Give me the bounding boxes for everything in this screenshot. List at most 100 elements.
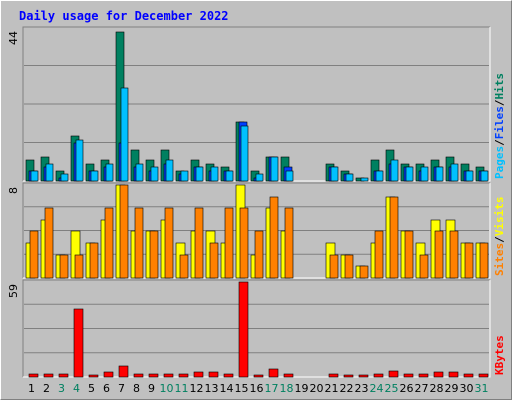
bar-sites-day-22 xyxy=(344,254,354,279)
bar-kbytes-day-4 xyxy=(73,308,84,378)
bar-pages-day-30 xyxy=(465,170,474,182)
bar-sites-day-15 xyxy=(239,207,249,279)
panel-visits-sites-side-label: Sites/Visits xyxy=(493,197,506,277)
bar-pages-day-10 xyxy=(165,159,174,182)
x-tick-label-day-30: 30 xyxy=(460,382,474,395)
x-tick-label-day-16: 16 xyxy=(250,382,264,395)
side-label-part: Files xyxy=(493,106,506,139)
bar-sites-day-12 xyxy=(194,207,204,279)
bar-sites-day-9 xyxy=(149,230,159,279)
bar-kbytes-day-11 xyxy=(178,373,189,378)
x-tick-label-day-15: 15 xyxy=(235,382,249,395)
x-tick-label-day-2: 2 xyxy=(43,382,50,395)
bar-kbytes-day-24 xyxy=(373,373,384,378)
bar-kbytes-day-7 xyxy=(118,365,129,378)
bar-sites-day-3 xyxy=(59,254,69,279)
bar-sites-day-1 xyxy=(29,230,39,279)
bar-kbytes-day-12 xyxy=(193,371,204,378)
x-tick-label-day-22: 22 xyxy=(340,382,354,395)
bar-pages-day-13 xyxy=(210,166,219,182)
bar-sites-day-5 xyxy=(89,242,99,279)
panel-visits-sites-max-label: 8 xyxy=(7,187,20,194)
x-tick-label-day-7: 7 xyxy=(118,382,125,395)
bar-kbytes-day-16 xyxy=(253,374,264,378)
bar-kbytes-day-14 xyxy=(223,373,234,378)
bar-pages-day-8 xyxy=(135,163,144,182)
side-label-part: Sites xyxy=(493,243,506,276)
x-tick-label-day-20: 20 xyxy=(310,382,324,395)
bar-kbytes-day-25 xyxy=(388,370,399,378)
bar-kbytes-day-6 xyxy=(103,371,114,378)
bar-kbytes-day-8 xyxy=(133,373,144,378)
bar-sites-day-30 xyxy=(464,242,474,279)
side-label-part: KBytes xyxy=(493,335,506,375)
x-tick-label-day-23: 23 xyxy=(355,382,369,395)
bar-sites-day-23 xyxy=(359,265,369,279)
bar-kbytes-day-2 xyxy=(43,373,54,378)
bar-sites-day-4 xyxy=(74,254,84,279)
bar-kbytes-day-3 xyxy=(58,373,69,378)
x-tick-label-day-11: 11 xyxy=(175,382,189,395)
bar-pages-day-31 xyxy=(480,170,489,182)
x-tick-label-day-3: 3 xyxy=(58,382,65,395)
bar-pages-day-6 xyxy=(105,163,114,182)
side-label-part: Hits xyxy=(493,73,506,100)
bar-pages-day-23 xyxy=(360,177,369,182)
bar-kbytes-day-27 xyxy=(418,373,429,378)
x-tick-label-day-10: 10 xyxy=(160,382,174,395)
bar-pages-day-28 xyxy=(435,166,444,182)
bar-pages-day-3 xyxy=(60,173,69,182)
bar-kbytes-day-13 xyxy=(208,371,219,378)
bar-sites-day-14 xyxy=(224,207,234,279)
bar-pages-day-25 xyxy=(390,159,399,182)
x-tick-label-day-1: 1 xyxy=(28,382,35,395)
bar-sites-day-8 xyxy=(134,207,144,279)
bar-pages-day-2 xyxy=(45,163,54,182)
x-tick-label-day-18: 18 xyxy=(280,382,294,395)
bar-pages-day-1 xyxy=(30,170,39,182)
panel-pages-files-hits-border-dark xyxy=(22,26,490,181)
x-tick-label-day-21: 21 xyxy=(325,382,339,395)
side-label-separator: / xyxy=(493,99,506,106)
side-label-separator: / xyxy=(493,139,506,146)
bar-pages-day-29 xyxy=(450,163,459,182)
x-tick-label-day-9: 9 xyxy=(148,382,155,395)
bar-kbytes-day-21 xyxy=(328,373,339,378)
bar-pages-day-24 xyxy=(375,170,384,182)
bar-kbytes-day-15 xyxy=(238,281,249,378)
bar-kbytes-day-23 xyxy=(358,374,369,378)
panel-pages-files-hits-side-label: Pages/Files/Hits xyxy=(493,73,506,179)
bar-pages-day-16 xyxy=(255,173,264,182)
bar-pages-day-17 xyxy=(270,156,279,182)
x-tick-label-day-26: 26 xyxy=(400,382,414,395)
x-tick-label-day-25: 25 xyxy=(385,382,399,395)
bar-pages-day-22 xyxy=(345,173,354,182)
x-tick-label-day-14: 14 xyxy=(220,382,234,395)
panel-kbytes-border-dark xyxy=(22,279,490,377)
panel-pages-files-hits-max-label: 44 xyxy=(7,31,20,45)
x-tick-label-day-13: 13 xyxy=(205,382,219,395)
bar-kbytes-day-30 xyxy=(463,373,474,378)
x-tick-label-day-29: 29 xyxy=(445,382,459,395)
x-tick-label-day-5: 5 xyxy=(88,382,95,395)
bar-sites-day-6 xyxy=(104,207,114,279)
bar-sites-day-18 xyxy=(284,207,294,279)
panel-kbytes-max-label: 59 xyxy=(7,284,20,298)
bar-pages-day-26 xyxy=(405,166,414,182)
panel-kbytes-border-light xyxy=(23,280,491,378)
bar-kbytes-day-26 xyxy=(403,373,414,378)
bar-kbytes-day-5 xyxy=(88,374,99,378)
bar-sites-day-24 xyxy=(374,230,384,279)
x-tick-label-day-17: 17 xyxy=(265,382,279,395)
chart-title: Daily usage for December 2022 xyxy=(19,9,229,23)
bar-pages-day-27 xyxy=(420,166,429,182)
x-tick-label-day-12: 12 xyxy=(190,382,204,395)
bar-pages-day-14 xyxy=(225,170,234,182)
bar-pages-day-7 xyxy=(120,87,129,182)
x-tick-label-day-28: 28 xyxy=(430,382,444,395)
bar-kbytes-day-29 xyxy=(448,371,459,378)
bar-sites-day-31 xyxy=(479,242,489,279)
bar-kbytes-day-9 xyxy=(148,373,159,378)
